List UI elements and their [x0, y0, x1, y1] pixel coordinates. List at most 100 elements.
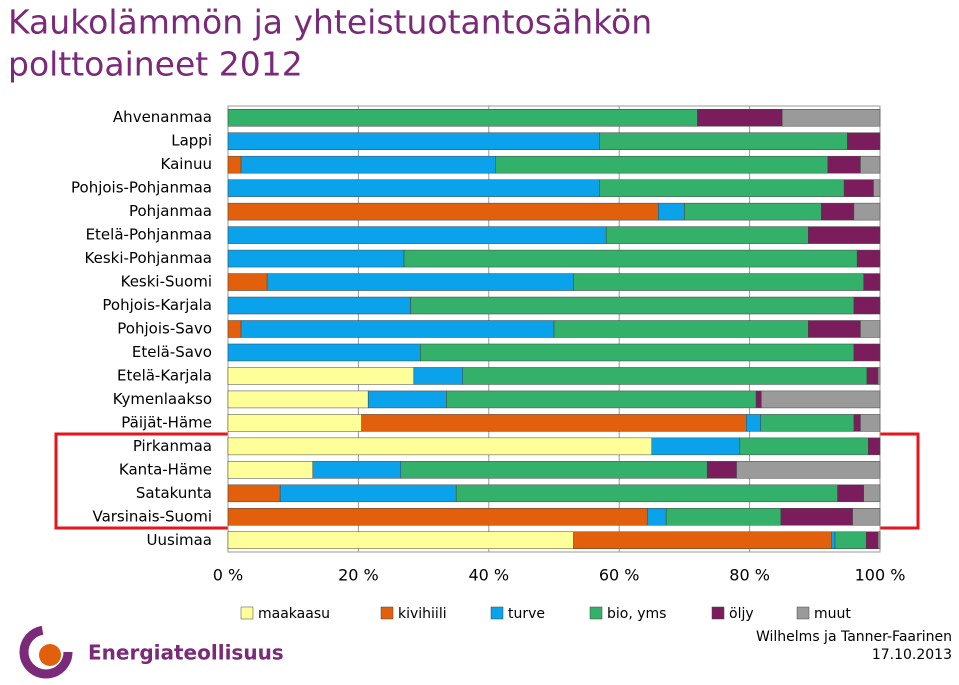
y-tick-label: Kanta-Häme	[119, 460, 212, 478]
bar-segment	[227, 226, 607, 244]
bar-segment	[227, 484, 281, 503]
bar-segment	[853, 202, 881, 221]
bar-segment	[856, 249, 881, 268]
y-tick-label: Varsinais-Suomi	[92, 507, 212, 525]
legend-swatch	[240, 606, 254, 620]
bar-segment	[599, 132, 848, 150]
y-tick-label: Satakunta	[136, 484, 212, 502]
bar-segment	[495, 155, 829, 174]
bar-segment	[227, 531, 574, 550]
bar-segment	[367, 390, 447, 409]
bar-segment	[410, 296, 855, 315]
bar-segment	[573, 531, 833, 550]
bar-segment	[227, 343, 421, 362]
y-tick-label: Pohjanmaa	[129, 202, 212, 220]
x-tick-label: 40 %	[468, 566, 509, 585]
y-tick-label: Pohjois-Karjala	[102, 296, 212, 314]
y-tick-label: Keski-Pohjanmaa	[85, 249, 212, 267]
bar-segment	[227, 273, 268, 291]
bar-segment	[462, 367, 868, 385]
y-tick-label: Etelä-Pohjanmaa	[86, 226, 212, 244]
bar-segment	[821, 202, 855, 221]
bar-segment	[831, 531, 836, 550]
bar-segment	[403, 249, 858, 268]
x-tick-label: 0 %	[213, 566, 243, 585]
bar-segment	[873, 179, 881, 197]
x-tick-label: 20 %	[338, 566, 379, 585]
chart-title: Kaukolämmön ja yhteistuotantosähkön	[8, 3, 652, 42]
bar-segment	[227, 249, 405, 268]
legend-label: bio, yms	[607, 606, 666, 622]
bar-segment	[227, 320, 242, 338]
bar-segment	[266, 273, 574, 291]
bar-segment	[227, 179, 600, 197]
bar-segment	[853, 414, 861, 432]
legend-swatch	[589, 606, 603, 620]
logo-text: Energiateollisuus	[88, 641, 284, 665]
bar-segment	[658, 202, 685, 221]
y-tick-label: Päijät-Häme	[121, 413, 212, 431]
bar-segment	[413, 367, 463, 385]
bar-segment	[860, 414, 881, 432]
bar-segment	[739, 437, 869, 456]
legend-swatch	[711, 606, 725, 620]
y-tick-label: Etelä-Savo	[132, 343, 212, 361]
bar-segment	[760, 414, 855, 432]
bar-segment	[312, 461, 402, 479]
bar-segment	[761, 390, 881, 409]
bar-segment	[746, 414, 761, 432]
bar-segment	[827, 155, 861, 174]
bar-segment	[860, 320, 881, 338]
bar-segment	[227, 367, 415, 385]
x-tick-label: 80 %	[729, 566, 770, 585]
bar-segment	[755, 390, 762, 409]
bar-segment	[227, 437, 653, 456]
bar-segment	[877, 367, 881, 385]
logo-dot	[39, 644, 61, 666]
y-tick-label: Uusimaa	[147, 531, 212, 549]
bar-segment	[834, 531, 867, 550]
legend-swatch	[490, 606, 504, 620]
bar-segment	[651, 437, 741, 456]
bar-segment	[227, 155, 242, 174]
bar-segment	[240, 320, 555, 338]
bar-segment	[240, 155, 496, 174]
bar-segment	[227, 461, 314, 479]
logo-ring	[19, 625, 73, 679]
chart-title: polttoaineet 2012	[8, 45, 303, 84]
bar-segment	[361, 414, 747, 432]
bar-segment	[446, 390, 757, 409]
logo: Energiateollisuus	[19, 625, 284, 679]
bar-segment	[866, 367, 879, 385]
y-tick-label: Ahvenanmaa	[113, 108, 212, 126]
bar-segment	[573, 273, 864, 291]
bar-segment	[868, 437, 881, 456]
bar-segment	[227, 508, 648, 526]
y-tick-label: Kymenlaakso	[113, 390, 212, 408]
legend-label: turve	[508, 606, 545, 622]
bar-segment	[853, 296, 881, 315]
bar-segment	[697, 108, 783, 127]
bar-segment	[808, 226, 881, 244]
bar-segment	[553, 320, 809, 338]
y-tick-label: Pohjois-Savo	[117, 320, 212, 338]
legend-swatch	[796, 606, 810, 620]
y-tick-label: Keski-Suomi	[121, 273, 212, 291]
bar-segment	[646, 508, 667, 526]
bar-segment	[227, 202, 659, 221]
bar-segment	[227, 132, 600, 150]
bar-segment	[227, 108, 698, 127]
bar-segment	[605, 226, 809, 244]
bar-segment	[736, 461, 881, 479]
x-tick-label: 100 %	[855, 566, 906, 585]
bar-segment	[706, 461, 737, 479]
y-tick-label: Pohjois-Pohjanmaa	[71, 179, 212, 197]
y-tick-label: Etelä-Karjala	[117, 366, 212, 384]
bar-segment	[852, 508, 881, 526]
bar-segment	[780, 508, 853, 526]
bar-segment	[863, 273, 881, 291]
bar-segment	[863, 484, 881, 503]
legend-swatch	[380, 606, 394, 620]
